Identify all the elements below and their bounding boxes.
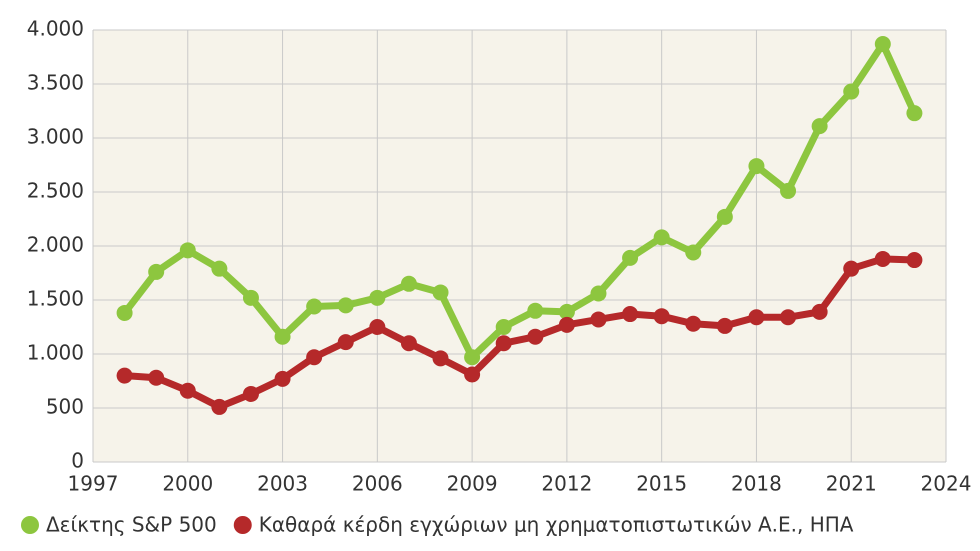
point — [748, 309, 765, 326]
y-tick-label: 500 — [46, 395, 84, 419]
point — [685, 315, 702, 332]
point — [116, 367, 133, 384]
x-tick-label: 2006 — [352, 472, 403, 496]
point — [495, 319, 512, 335]
point — [337, 334, 354, 351]
point — [558, 316, 575, 333]
y-tick-label: 1.000 — [27, 341, 84, 365]
point — [464, 349, 481, 366]
point — [148, 263, 165, 280]
point — [116, 304, 133, 321]
point — [780, 182, 797, 199]
point — [843, 83, 860, 100]
legend-marker — [21, 516, 39, 534]
point — [400, 275, 417, 292]
point — [685, 244, 702, 261]
point — [211, 260, 228, 277]
y-tick-label: 2.000 — [27, 233, 84, 257]
point — [906, 252, 923, 269]
point — [558, 303, 575, 320]
point — [780, 309, 797, 326]
point — [716, 317, 733, 334]
x-tick-label: 2015 — [636, 472, 687, 496]
point — [464, 366, 481, 383]
point — [400, 335, 417, 352]
point — [811, 303, 828, 320]
point — [906, 105, 923, 122]
point — [653, 229, 670, 246]
point — [748, 158, 765, 175]
legend-label: Καθαρά κέρδη εγχώριων μη χρηματοπιστωτικ… — [259, 513, 854, 537]
x-tick-label: 2009 — [447, 472, 498, 496]
point — [432, 284, 449, 301]
point — [716, 208, 733, 225]
point — [495, 335, 512, 352]
point — [590, 285, 607, 302]
point — [179, 382, 196, 399]
point — [622, 306, 639, 323]
point — [211, 398, 228, 415]
point — [306, 349, 323, 366]
y-tick-label: 3.000 — [27, 125, 84, 149]
point — [242, 385, 259, 402]
y-tick-label: 4.000 — [27, 17, 84, 41]
x-tick-label: 2021 — [826, 472, 877, 496]
y-tick-label: 0 — [71, 449, 84, 473]
x-tick-label: 2012 — [541, 472, 592, 496]
point — [306, 298, 323, 315]
point — [527, 302, 544, 319]
point — [874, 250, 891, 267]
point — [811, 118, 828, 135]
point — [843, 260, 860, 277]
y-tick-label: 3.500 — [27, 71, 84, 95]
point — [274, 370, 291, 387]
legend-marker — [233, 516, 252, 534]
point — [337, 297, 354, 314]
point — [179, 242, 196, 259]
point — [874, 36, 891, 53]
x-tick-label: 1997 — [68, 472, 119, 496]
legend-label: Δείκτης S&P 500 — [46, 513, 217, 537]
point — [432, 350, 449, 367]
point — [653, 308, 670, 325]
point — [242, 289, 259, 306]
point — [369, 319, 386, 335]
x-tick-label: 2000 — [162, 472, 213, 496]
y-tick-label: 1.500 — [27, 287, 84, 311]
point — [527, 328, 544, 345]
y-tick-label: 2.500 — [27, 179, 84, 203]
point — [274, 328, 291, 345]
point — [622, 249, 639, 266]
x-tick-label: 2003 — [257, 472, 308, 496]
point — [369, 289, 386, 306]
point — [590, 311, 607, 328]
point — [148, 369, 165, 386]
x-tick-label: 2018 — [731, 472, 782, 496]
x-tick-label: 2024 — [921, 472, 972, 496]
